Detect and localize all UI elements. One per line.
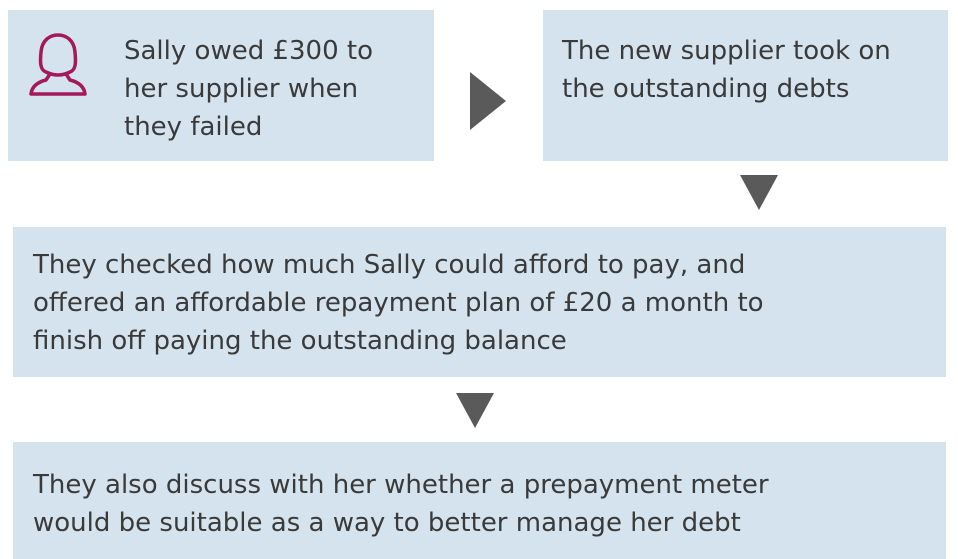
- step-box: Sally owed £300 to her supplier when the…: [8, 10, 434, 161]
- step-box: The new supplier took on the outstanding…: [543, 10, 948, 161]
- arrow-down: [456, 393, 494, 428]
- text-line: Sally owed £300 to: [124, 36, 374, 66]
- text-line: finish off paying the outstanding balanc…: [33, 326, 567, 356]
- text-line: They also discuss with her whether a pre…: [33, 470, 769, 500]
- step-text: They also discuss with her whether a pre…: [33, 466, 769, 542]
- arrow-right: [470, 72, 506, 130]
- text-line: her supplier when: [124, 74, 359, 104]
- text-line: They checked how much Sally could afford…: [33, 250, 746, 280]
- step-text: They checked how much Sally could afford…: [33, 246, 764, 360]
- step-text: The new supplier took on the outstanding…: [562, 32, 891, 108]
- text-line: they failed: [124, 112, 263, 142]
- text-line: The new supplier took on: [562, 36, 891, 66]
- step-box: They checked how much Sally could afford…: [13, 227, 946, 377]
- step-box: They also discuss with her whether a pre…: [13, 442, 946, 559]
- text-line: offered an affordable repayment plan of …: [33, 288, 764, 318]
- arrow-down: [740, 175, 778, 210]
- step-text: Sally owed £300 to her supplier when the…: [124, 32, 373, 146]
- person-icon: [29, 33, 87, 96]
- text-line: the outstanding debts: [562, 74, 850, 104]
- text-line: would be suitable as a way to better man…: [33, 508, 741, 538]
